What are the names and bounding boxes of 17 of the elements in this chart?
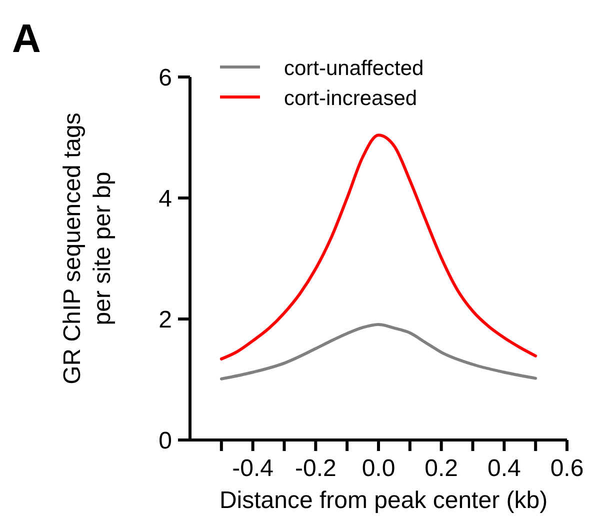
y-axis-title: GR ChIP sequenced tags per site per bp — [59, 112, 116, 384]
x-tick-label: -0.2 — [294, 455, 336, 482]
line-series — [220, 322, 538, 380]
y-tick-label: 4 — [158, 185, 172, 212]
legend-label: cort-increased — [284, 87, 418, 110]
y-tick-label: 6 — [158, 64, 172, 92]
y-tick-label: 0 — [158, 427, 172, 454]
y-tick-label: 2 — [158, 306, 172, 334]
x-tick-label: -0.4 — [232, 455, 274, 482]
legend-label: cort-unaffected — [284, 57, 424, 80]
x-tick-label: 0.4 — [487, 455, 521, 482]
text: A — [12, 17, 41, 61]
x-tick-label: 0.6 — [550, 455, 584, 482]
x-axis-title: Distance from peak center (kb) — [219, 487, 548, 514]
x-tick-label: 0.0 — [362, 455, 396, 482]
x-tick-label: 0.2 — [424, 455, 458, 482]
line-series — [220, 134, 538, 360]
